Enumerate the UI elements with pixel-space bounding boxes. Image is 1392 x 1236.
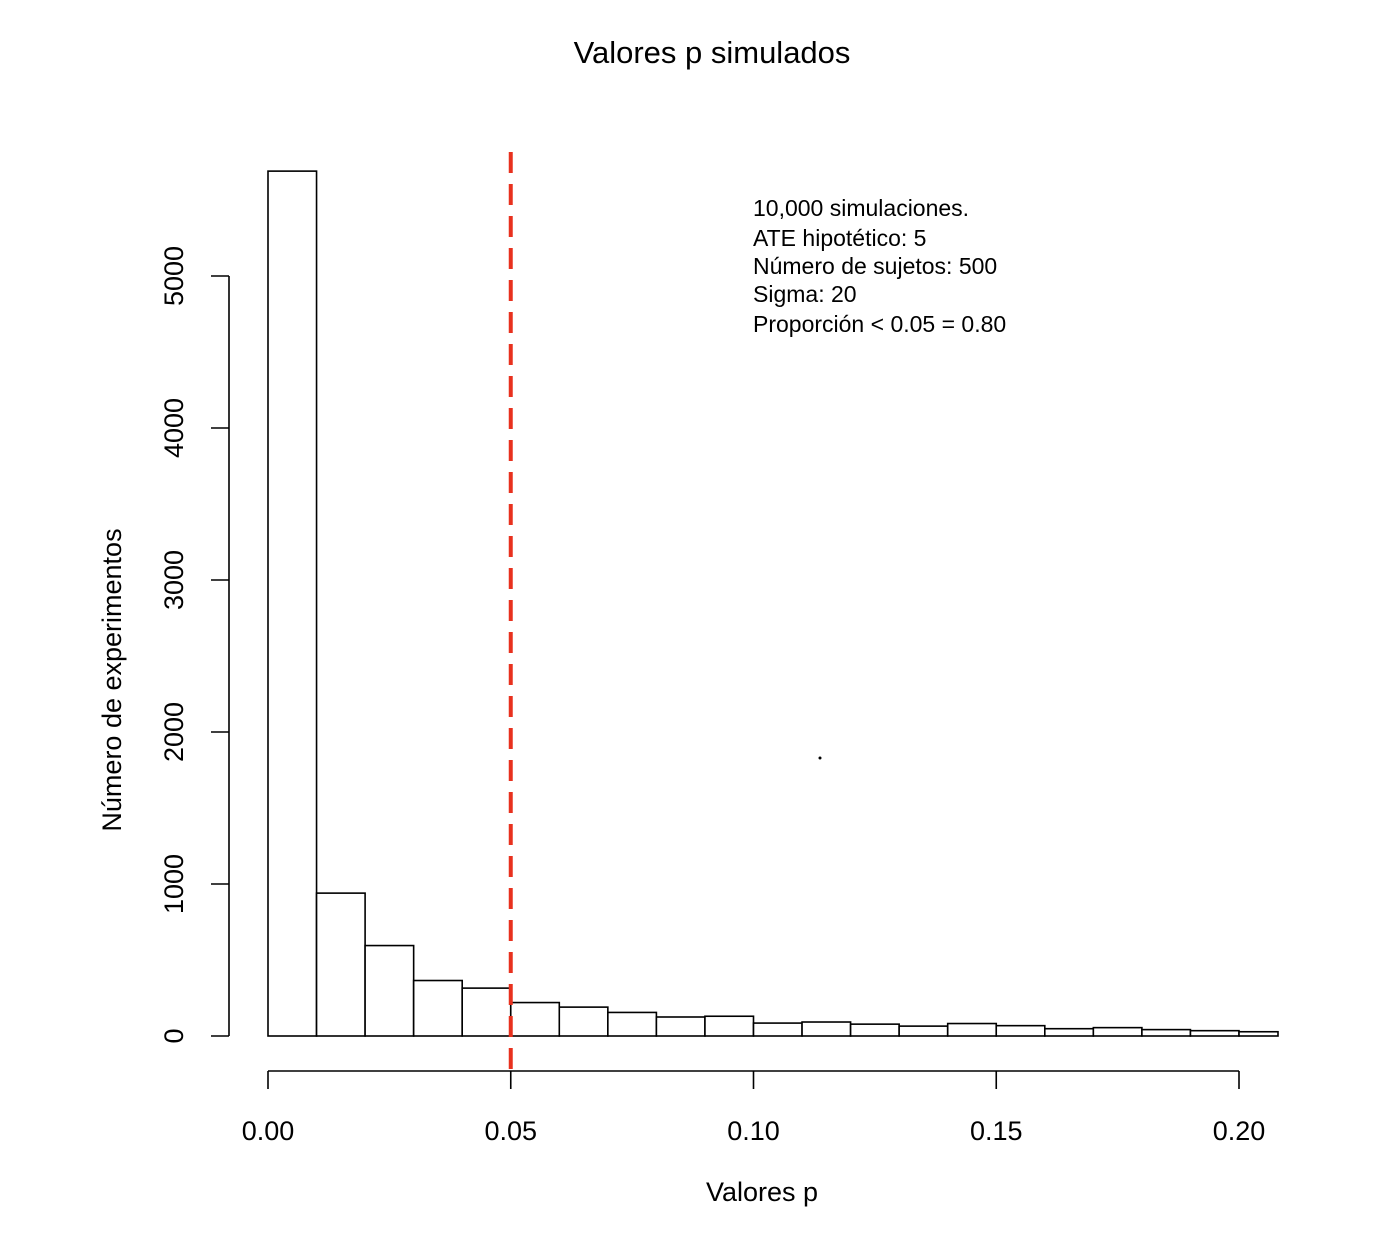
x-tick-label: 0.00: [242, 1116, 295, 1146]
histogram-bar: [1238, 1030, 1279, 1037]
y-tick-label: 4000: [159, 398, 189, 458]
histogram-bar: [509, 1001, 561, 1037]
y-tick-label: 3000: [159, 550, 189, 610]
histogram-bar: [898, 1025, 949, 1037]
histogram-bar: [1092, 1026, 1143, 1037]
histogram-bar: [995, 1024, 1046, 1037]
annotation-line-2: ATE hipotético: 5: [753, 225, 926, 251]
y-tick-label: 1000: [159, 854, 189, 914]
histogram-bar: [267, 170, 318, 1037]
y-axis-label: Número de experimentos: [97, 528, 127, 831]
histogram-bar: [461, 987, 512, 1037]
x-tick-label: 0.15: [970, 1116, 1023, 1146]
histogram-bar: [1189, 1029, 1240, 1037]
annotation-line-1: 10,000 simulaciones.: [753, 195, 969, 221]
annotation-line-3: Número de sujetos: 500: [753, 253, 997, 279]
histogram-bar: [704, 1015, 755, 1037]
x-tick-label: 0.10: [727, 1116, 780, 1146]
histogram-bar: [558, 1006, 609, 1037]
y-tick-label: 5000: [159, 246, 189, 306]
x-tick-label: 0.05: [484, 1116, 537, 1146]
x-tick-label: 0.20: [1213, 1116, 1266, 1146]
annotation-block: 10,000 simulaciones. ATE hipotético: 5 N…: [753, 195, 1006, 337]
histogram-bar: [752, 1022, 803, 1037]
annotation-line-5: Proporción < 0.05 = 0.80: [753, 311, 1006, 337]
histogram-bar: [655, 1016, 706, 1037]
y-axis: 0 1000 2000 3000 4000 5000: [159, 246, 230, 1044]
histogram-bar: [849, 1023, 900, 1037]
histogram-bar: [1141, 1028, 1192, 1037]
stray-dot: [818, 756, 822, 760]
histogram-bar: [412, 979, 463, 1037]
x-axis-label: Valores p: [706, 1177, 818, 1207]
histogram-bar: [1044, 1027, 1095, 1037]
histogram-bar: [946, 1022, 998, 1037]
histogram-bar: [801, 1021, 852, 1037]
y-tick-label: 2000: [159, 702, 189, 762]
x-axis: 0.00 0.05 0.10 0.15 0.20: [242, 1070, 1266, 1146]
histogram-bar: [364, 944, 415, 1037]
chart-title: Valores p simulados: [574, 35, 851, 70]
bars-group: [267, 170, 1279, 1037]
annotation-line-4: Sigma: 20: [753, 281, 857, 307]
histogram-bar: [607, 1011, 658, 1037]
histogram-bar: [315, 892, 366, 1037]
y-tick-label: 0: [159, 1028, 189, 1043]
